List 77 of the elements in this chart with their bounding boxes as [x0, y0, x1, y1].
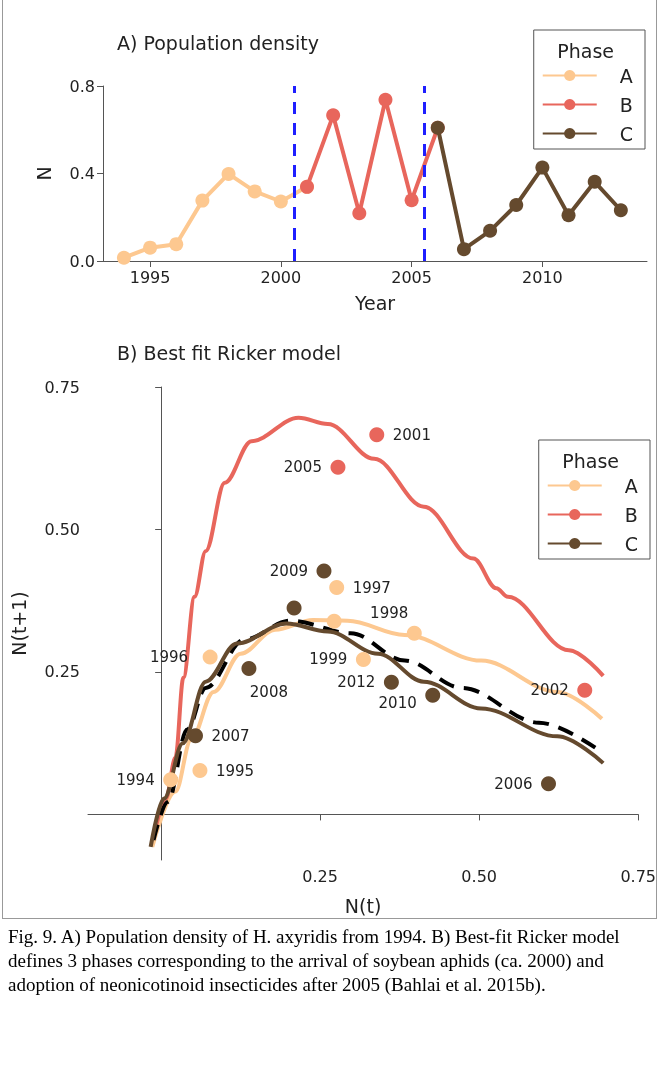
x-tick-label: 1995	[129, 267, 171, 287]
point	[355, 651, 371, 667]
x-tick-label: 2010	[522, 267, 563, 287]
point	[195, 193, 210, 208]
x-axis-title: N(t)	[344, 894, 382, 917]
point	[561, 208, 576, 223]
legend-label: B	[619, 93, 633, 116]
annotation: 2002	[530, 681, 569, 700]
point	[192, 763, 208, 779]
point	[329, 580, 345, 596]
x-tick-label: 0.25	[302, 866, 338, 886]
caption: Fig. 9. A) Population density of H. axyridis from 1994. B) Best-fit Ricker model defines 3 phases corresponding to the arrival of soybean aphids (ca. 2000) and adoption of neonicotinoid insecticides after 2005 (Bahlai et al. 2015b).	[8, 925, 621, 997]
y-tick-label: 0.8	[69, 76, 95, 96]
point	[143, 240, 158, 255]
point	[483, 223, 498, 238]
point	[316, 563, 332, 579]
point	[378, 92, 393, 107]
point	[188, 728, 203, 744]
point	[456, 242, 471, 257]
y-axis-title: N(t+1)	[7, 591, 30, 656]
point	[326, 613, 342, 629]
point	[541, 776, 556, 792]
annotation: 1998	[370, 604, 409, 623]
y-tick-label: 0.50	[44, 519, 80, 539]
point	[116, 250, 131, 265]
point	[352, 206, 367, 221]
point	[241, 661, 257, 677]
annotation: 2009	[269, 562, 308, 581]
point	[169, 237, 184, 252]
annotation: 1995	[215, 761, 255, 780]
annotation: 2007	[211, 726, 250, 745]
y-tick-label: 0.0	[69, 251, 95, 271]
y-tick-label: 0.4	[69, 164, 95, 183]
annotation: 1997	[352, 578, 391, 597]
point	[221, 166, 236, 181]
point	[286, 600, 302, 616]
legend-label: C	[624, 532, 639, 555]
point	[202, 649, 218, 665]
y-tick-label: 0.25	[44, 662, 80, 682]
chart-title: B) Best fit Ricker model	[117, 341, 342, 364]
point	[383, 674, 399, 690]
point	[425, 687, 441, 703]
annotation: 2005	[283, 458, 322, 477]
x-tick-label: 0.50	[461, 866, 497, 886]
annotation: 2001	[392, 425, 431, 444]
point	[509, 198, 524, 212]
point	[587, 174, 602, 189]
point	[369, 427, 385, 443]
point	[404, 193, 419, 208]
legend-title: Phase	[562, 449, 619, 472]
legend-title: Phase	[557, 39, 614, 62]
annotation: 2008	[249, 683, 289, 702]
annotation: 1994	[116, 770, 155, 789]
point	[326, 108, 341, 123]
point	[273, 194, 288, 209]
point	[330, 459, 346, 475]
point	[247, 184, 262, 199]
point	[406, 625, 422, 641]
x-tick-label: 2005	[391, 267, 432, 287]
point	[577, 682, 593, 698]
legend-label: A	[624, 474, 638, 497]
legend-label: A	[619, 64, 633, 87]
point	[535, 160, 550, 175]
x-tick-label: 0.75	[620, 866, 656, 886]
y-tick-label: 0.75	[44, 377, 80, 397]
annotation: 2012	[337, 673, 376, 692]
point	[613, 203, 628, 218]
chart-title: A) Population density	[117, 31, 319, 54]
annotation: 1999	[309, 650, 348, 669]
legend-label: B	[624, 503, 638, 526]
x-axis-title: Year	[353, 291, 396, 314]
point	[163, 772, 179, 788]
legend-label: C	[619, 122, 634, 145]
annotation: 2006	[494, 774, 533, 793]
y-axis-title: N	[32, 166, 55, 181]
annotation: 2010	[378, 694, 417, 713]
x-tick-label: 2000	[260, 267, 302, 287]
